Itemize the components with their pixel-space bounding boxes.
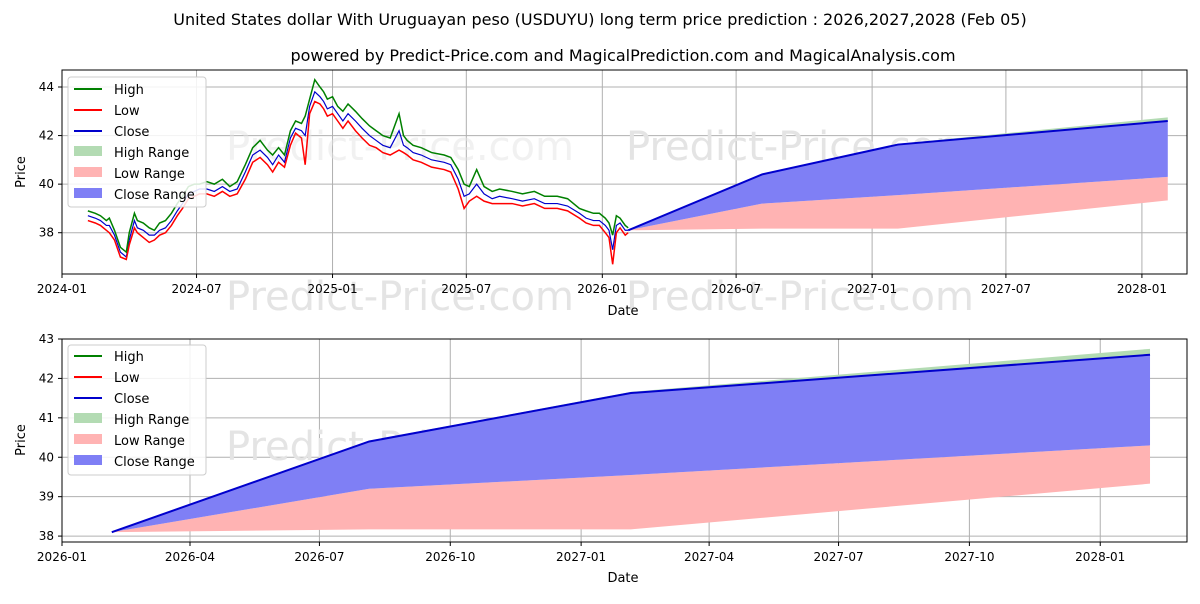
legend-close-range-swatch (74, 188, 102, 198)
legend-high-range-swatch (74, 146, 102, 156)
bottom-chart-forecast-areas (111, 348, 1151, 533)
x-tick-label: 2025-01 (307, 282, 357, 296)
chart-title: United States dollar With Uruguayan peso… (173, 10, 1026, 29)
y-tick-label: 43 (39, 332, 54, 346)
top-chart-series-lines (87, 77, 1168, 265)
x-tick-label: 2025-07 (441, 282, 491, 296)
x-tick-label: 2027-07 (981, 282, 1031, 296)
close-range-area (628, 121, 1168, 231)
legend2-low-range-label: Low Range (114, 434, 185, 449)
bottom-chart-frame (61, 338, 1188, 543)
legend2-close-label: Close (114, 392, 149, 407)
x-tick-label: 2027-10 (944, 550, 994, 564)
legend2-low-range-swatch (74, 434, 102, 444)
bottom-chart-ylabel: Price (14, 424, 29, 456)
legend2-high-label: High (114, 350, 144, 365)
y-tick-label: 40 (39, 177, 54, 191)
chart-subtitle: powered by Predict-Price.com and Magical… (290, 46, 955, 65)
legend2-high-range-label: High Range (114, 413, 189, 428)
bottom-chart-series-lines (111, 353, 1151, 534)
y-tick-label: 44 (39, 80, 54, 94)
y-tick-label: 39 (39, 490, 54, 504)
x-tick-label: 2026-01 (577, 282, 627, 296)
legend2-close-range-swatch (74, 455, 102, 465)
x-tick-label: 2028-01 (1075, 550, 1125, 564)
legend2-close-range-label: Close Range (114, 455, 195, 470)
top-chart-watermark-3: Predict-Price.com (226, 274, 574, 320)
x-tick-label: 2026-01 (37, 550, 87, 564)
legend-close-range-label: Close Range (114, 188, 195, 203)
x-tick-label: 2024-01 (37, 282, 87, 296)
close-range-area (111, 354, 1151, 533)
y-tick-label: 38 (39, 529, 54, 543)
y-tick-label: 41 (39, 411, 54, 425)
legend-low-label: Low (114, 104, 140, 119)
x-tick-label: 2027-07 (813, 550, 863, 564)
x-tick-label: 2024-07 (171, 282, 221, 296)
top-chart-ticks: 2024-01 2024-07 2025-01 2025-07 2026-01 2026-… (37, 80, 1167, 296)
legend-high-label: High (114, 83, 144, 98)
y-tick-label: 42 (39, 129, 54, 143)
y-tick-label: 42 (39, 371, 54, 385)
top-chart-legend: High Low Close High Range Low Range Clos… (67, 76, 207, 208)
x-tick-label: 2027-04 (684, 550, 734, 564)
top-chart-ylabel: Price (14, 156, 29, 188)
top-chart-panel: Predict-Price.com Predict-Price.com Pred… (14, 69, 1188, 320)
low-range-area (628, 176, 1168, 231)
top-chart-frame (61, 69, 1188, 275)
legend2-low-label: Low (114, 371, 140, 386)
legend-low-range-swatch (74, 167, 102, 177)
top-chart-xlabel: Date (607, 304, 638, 319)
x-tick-label: 2026-04 (165, 550, 215, 564)
x-tick-label: 2026-10 (425, 550, 475, 564)
forecast-close-line (111, 353, 1151, 534)
legend-high-range-label: High Range (114, 146, 189, 161)
bottom-chart-panel: Predict-Price.com Predict-Price.com 2026… (14, 332, 1188, 586)
x-tick-label: 2026-07 (711, 282, 761, 296)
y-tick-label: 40 (39, 450, 54, 464)
history-close-line (87, 90, 629, 259)
legend2-high-range-swatch (74, 413, 102, 423)
legend-low-range-label: Low Range (114, 167, 185, 182)
x-tick-label: 2026-07 (294, 550, 344, 564)
forecast-close-line (627, 120, 1168, 232)
x-tick-label: 2027-01 (556, 550, 606, 564)
bottom-chart-xlabel: Date (607, 571, 638, 586)
history-low-line (87, 100, 629, 265)
low-range-area (111, 445, 1151, 533)
bottom-chart-legend: High Low Close High Range Low Range Clos… (67, 344, 207, 476)
top-chart-watermark-4: Predict-Price.com (626, 274, 974, 320)
x-tick-label: 2027-01 (847, 282, 897, 296)
top-chart-forecast-areas (628, 117, 1168, 231)
y-tick-label: 38 (39, 226, 54, 240)
x-tick-label: 2028-01 (1117, 282, 1167, 296)
legend-close-label: Close (114, 125, 149, 140)
history-high-line (87, 77, 629, 254)
bottom-chart-ticks: 2026-01 2026-04 2026-07 2026-10 2027-01 2027-… (37, 332, 1125, 564)
